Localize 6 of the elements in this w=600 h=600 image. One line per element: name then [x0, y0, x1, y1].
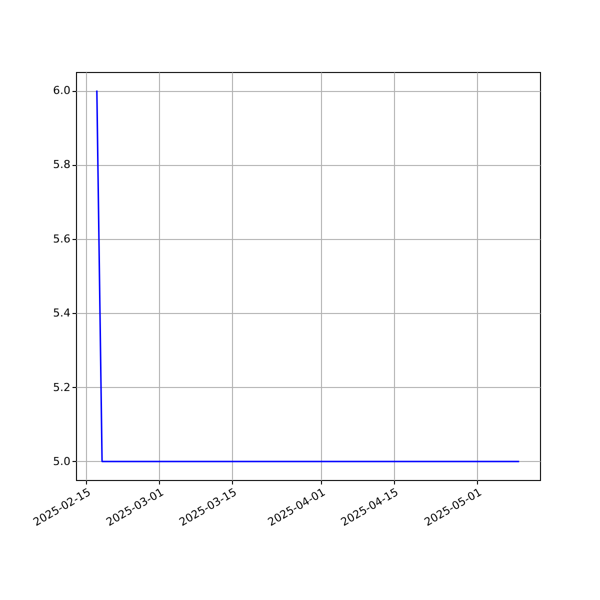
- y-tick-label: 5.6: [53, 232, 70, 246]
- y-tick-label: 5.0: [53, 454, 70, 468]
- y-tick-label: 5.2: [53, 380, 70, 394]
- y-tick-label: 5.8: [53, 158, 70, 172]
- y-tick-label: 6.0: [53, 84, 70, 98]
- y-tick-label: 5.4: [53, 306, 70, 320]
